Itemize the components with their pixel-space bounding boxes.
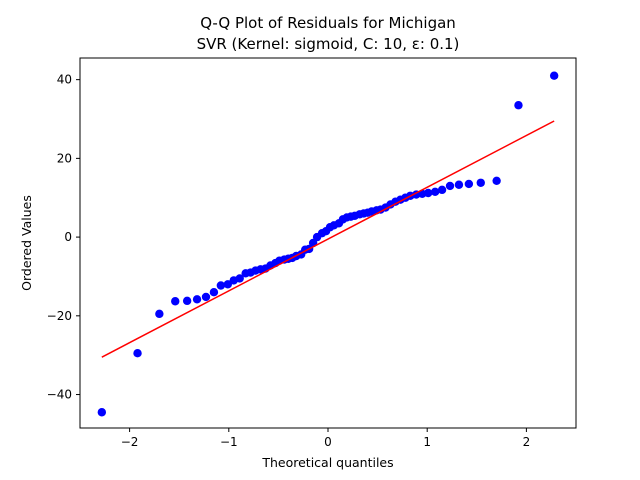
data-point [209,288,219,297]
data-point [97,408,107,417]
data-point [492,176,501,186]
data-point [133,349,142,358]
y-axis-label: Ordered Values [19,195,34,291]
series-layer [97,71,559,417]
chart-subtitle: SVR (Kernel: sigmoid, C: 10, ε: 0.1) [197,35,460,53]
x-tick-label: −1 [220,435,238,449]
data-point [514,101,523,110]
data-point [437,185,447,195]
x-tick-label: 1 [423,435,431,449]
x-axis-ticks: −2 −1 0 1 2 [121,428,530,449]
fit-line [101,120,555,358]
plot-area-frame [79,57,577,429]
data-point [454,180,464,189]
chart-title: Q-Q Plot of Residuals for Michigan [200,14,456,32]
x-tick-label: 2 [523,435,531,449]
data-point [235,274,244,283]
data-point [216,281,226,290]
data-point [549,71,559,80]
x-tick-label: −2 [121,435,139,449]
y-tick-label: −40 [47,388,72,402]
data-point [155,309,164,319]
data-point [445,181,455,191]
x-tick-label: 0 [324,435,332,449]
data-point [171,297,180,306]
data-point [430,187,440,197]
data-point [201,292,211,302]
y-axis-ticks: −40 −20 0 20 40 [47,73,80,402]
data-point [182,296,192,306]
y-tick-label: 20 [57,151,72,165]
x-axis-label: Theoretical quantiles [261,455,393,470]
data-point [223,280,233,289]
data-point [423,188,433,198]
data-point [192,295,202,304]
data-point [476,178,485,187]
y-tick-label: 40 [57,73,72,87]
y-tick-label: 0 [64,230,72,244]
y-tick-label: −20 [47,309,72,323]
data-point [464,179,474,189]
